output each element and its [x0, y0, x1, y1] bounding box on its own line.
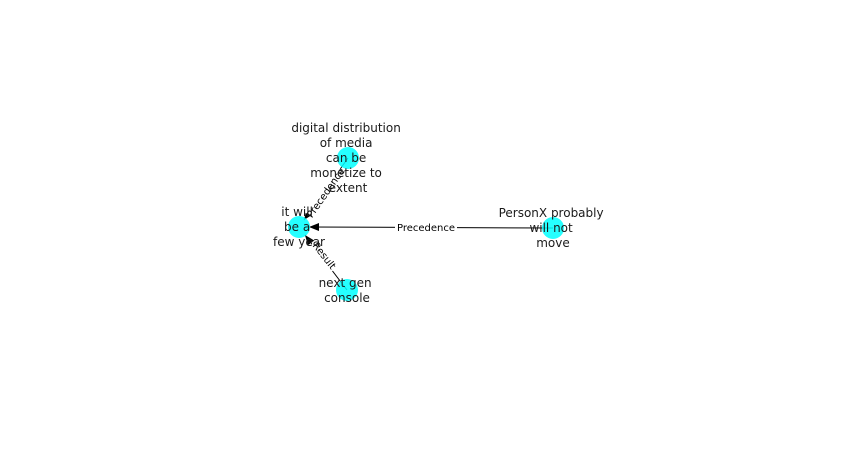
node-label-center: it will be a few year	[273, 205, 325, 249]
node-center	[288, 216, 310, 238]
node-circle	[542, 217, 564, 239]
node-label-personx: PersonX probably will not move	[499, 206, 608, 250]
node-circle	[337, 147, 359, 169]
node-label-nextgen: next gen console	[319, 276, 376, 305]
edge-label-text: Precedence	[397, 223, 455, 234]
node-personx	[542, 217, 564, 239]
edge-label-precedence-personx: Precedence	[395, 221, 457, 234]
node-digital	[337, 147, 359, 169]
node-label-digital: digital distribution of media can be mon…	[291, 121, 404, 195]
node-circle	[336, 279, 358, 301]
node-circle	[288, 216, 310, 238]
node-nextgen	[336, 279, 358, 301]
